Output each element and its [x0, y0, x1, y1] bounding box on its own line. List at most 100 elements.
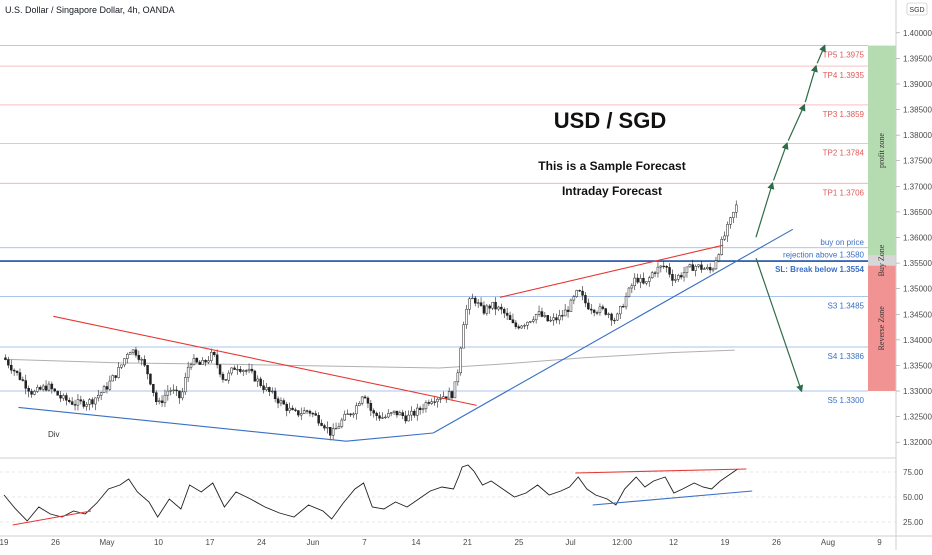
- candle-body: [421, 408, 425, 410]
- zone-buy-zone: [868, 255, 896, 266]
- y-tick-label: 1.36500: [903, 208, 932, 217]
- candle-body: [215, 354, 219, 366]
- candle-body: [41, 385, 45, 390]
- candle-body: [239, 369, 242, 372]
- x-tick-label: 9: [877, 538, 882, 547]
- osc-trendline: [575, 468, 747, 474]
- candle-body: [714, 260, 718, 270]
- candle-body: [256, 378, 259, 382]
- candle-body: [236, 369, 239, 371]
- y-tick-label: 1.37500: [903, 157, 932, 166]
- x-tick-label: 26: [772, 538, 781, 547]
- candle-body: [648, 277, 651, 282]
- candle-body: [213, 352, 216, 356]
- candle-body: [297, 410, 300, 416]
- candle-body: [15, 370, 19, 373]
- candle-body: [392, 410, 396, 413]
- candle-body: [375, 412, 378, 416]
- candle-body: [65, 395, 68, 401]
- candle-body: [720, 239, 723, 255]
- candle-body: [24, 380, 27, 389]
- candle-body: [18, 372, 22, 380]
- candle-body: [201, 360, 204, 365]
- candle-body: [682, 272, 686, 278]
- candle-body: [155, 392, 158, 403]
- candle-body: [717, 254, 721, 261]
- x-tick-label: 14: [412, 538, 421, 547]
- candle-body: [140, 359, 143, 361]
- candle-body: [131, 349, 135, 353]
- candle-body: [360, 396, 364, 404]
- candle-body: [462, 324, 465, 349]
- candle-body: [662, 265, 665, 268]
- candle-body: [50, 383, 54, 390]
- candle-body: [520, 325, 523, 329]
- candle-body: [352, 413, 355, 416]
- y-tick-label: 1.40000: [903, 29, 932, 38]
- y-tick-label: 1.35500: [903, 259, 932, 268]
- candle-body: [273, 390, 277, 400]
- candle-body: [198, 361, 201, 365]
- candle-body: [355, 405, 358, 415]
- x-tick-label: 19: [0, 538, 9, 547]
- candle-body: [624, 296, 628, 308]
- trendline-rising-channel-top: [499, 244, 724, 298]
- candle-body: [326, 426, 329, 429]
- candle-body: [592, 309, 596, 313]
- forecast-arrow-bearish: [755, 258, 804, 393]
- candle-body: [468, 298, 471, 310]
- candle-body: [595, 312, 599, 314]
- y-tick-label: 1.37000: [903, 182, 932, 191]
- osc-trendline: [592, 490, 753, 506]
- candle-body: [91, 399, 94, 405]
- candle-body: [192, 357, 196, 365]
- candle-body: [68, 400, 71, 402]
- candle-body: [465, 309, 468, 325]
- candle-body: [584, 295, 587, 304]
- candle-body: [323, 425, 326, 429]
- candle-body: [343, 413, 346, 421]
- y-tick-label: 1.39000: [903, 80, 932, 89]
- candle-body: [262, 385, 265, 390]
- candle-body: [706, 267, 709, 269]
- currency-badge[interactable]: SGD: [906, 2, 928, 16]
- osc-tick-label: 50.00: [903, 493, 924, 502]
- candle-body: [363, 396, 367, 399]
- candle-body: [331, 428, 335, 436]
- x-tick-label: 21: [463, 538, 472, 547]
- forecast-arrow-bullish: [804, 64, 818, 103]
- candle-body: [76, 399, 80, 406]
- candle-body: [94, 397, 97, 405]
- candle-body: [430, 401, 433, 404]
- candle-body: [149, 373, 152, 385]
- candle-body: [117, 367, 120, 378]
- candle-body: [685, 266, 689, 273]
- x-tick-label: 26: [51, 538, 60, 547]
- y-tick-label: 1.33000: [903, 387, 932, 396]
- candle-body: [387, 413, 390, 418]
- candle-body: [665, 265, 668, 268]
- divergence-label: Div: [48, 430, 60, 439]
- y-tick-label: 1.38500: [903, 106, 932, 115]
- candle-body: [152, 383, 155, 393]
- y-tick-label: 1.34500: [903, 310, 932, 319]
- candle-body: [471, 297, 474, 300]
- candle-body: [137, 355, 141, 360]
- candle-body: [404, 415, 407, 422]
- x-tick-label: 24: [257, 538, 266, 547]
- candle-body: [427, 402, 431, 404]
- candle-body: [85, 404, 88, 407]
- currency-badge-label: SGD: [909, 7, 924, 14]
- candle-body: [189, 364, 193, 368]
- candle-body: [537, 311, 541, 315]
- candle-body: [111, 375, 114, 382]
- candle-body: [575, 290, 578, 297]
- candle-body: [456, 372, 460, 383]
- candle-body: [369, 403, 373, 411]
- candle-body: [534, 313, 538, 321]
- candle-body: [511, 319, 515, 324]
- candle-body: [621, 306, 625, 308]
